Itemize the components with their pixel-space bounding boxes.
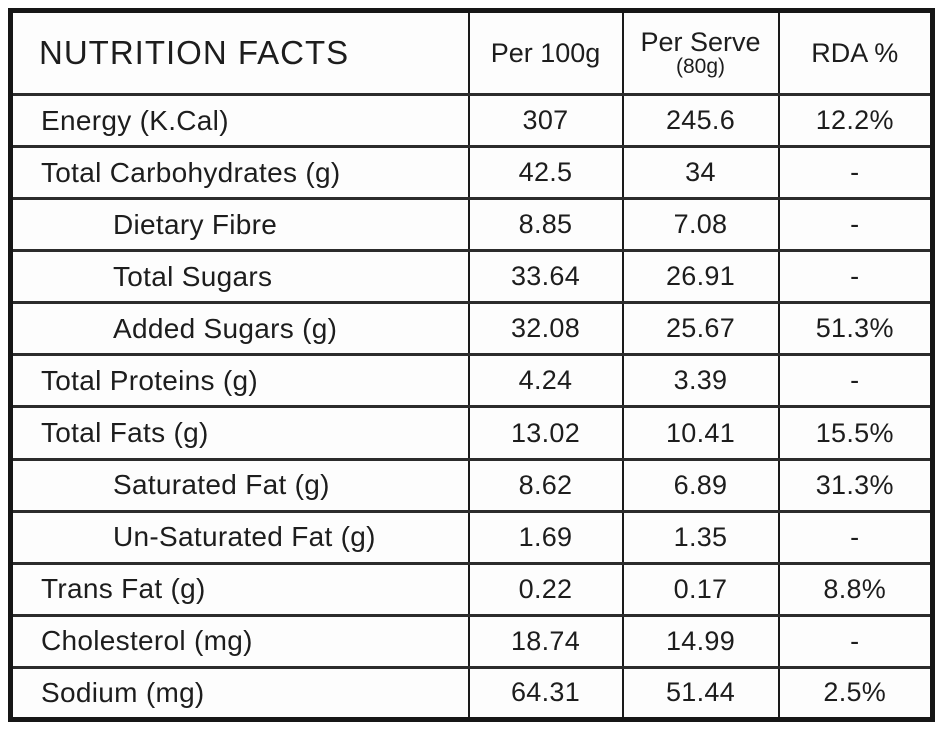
table-row: Sodium (mg) 64.31 51.44 2.5% [9, 665, 934, 722]
table-row: Total Proteins (g) 4.24 3.39- [9, 353, 934, 409]
value-rda-percent: 12.2% [777, 92, 934, 149]
value-per-100g: 13.02 [467, 405, 624, 461]
col-header-per-100g: Per 100g [467, 9, 624, 96]
value-rda-percent: 51.3% [777, 301, 934, 357]
nutrient-label: Dietary Fibre [9, 197, 470, 253]
value-rda-percent: - [777, 197, 934, 253]
value-per-100g: 42.5 [467, 145, 624, 201]
nutrient-label: Total Fats (g) [9, 405, 470, 461]
table-row: Energy (K.Cal) 307 245.6 12.2% [9, 92, 934, 149]
header-row: NUTRITION FACTS Per 100g Per Serve (80g)… [9, 9, 934, 96]
col-header-per-serve: Per Serve (80g) [621, 9, 780, 96]
table-row: Saturated Fat (g) 8.62 6.89 31.3% [9, 457, 934, 513]
table-row: Dietary Fibre 8.85 7.08- [9, 197, 934, 253]
value-per-serve: 25.67 [621, 301, 780, 357]
table-row: Added Sugars (g) 32.08 25.67 51.3% [9, 301, 934, 357]
value-per-100g: 64.31 [467, 665, 624, 722]
col-header-per-serve-label: Per Serve [640, 26, 761, 57]
value-rda-percent: 8.8% [777, 561, 934, 617]
nutrition-table-container: NUTRITION FACTS Per 100g Per Serve (80g)… [8, 8, 935, 722]
value-per-100g: 0.22 [467, 561, 624, 617]
col-header-per-100g-label: Per 100g [490, 37, 601, 68]
value-per-serve: 34 [621, 145, 780, 201]
nutrient-label: Energy (K.Cal) [9, 92, 470, 149]
value-per-100g: 307 [467, 92, 624, 149]
nutrient-label: Saturated Fat (g) [9, 457, 470, 513]
nutrient-label: Trans Fat (g) [9, 561, 470, 617]
value-rda-percent: - [777, 145, 934, 201]
value-per-serve: 26.91 [621, 249, 780, 305]
table-title: NUTRITION FACTS [9, 9, 470, 96]
nutrition-table: NUTRITION FACTS Per 100g Per Serve (80g)… [8, 8, 935, 722]
value-per-100g: 1.69 [467, 509, 624, 565]
value-per-100g: 33.64 [467, 249, 624, 305]
table-row: Un-Saturated Fat (g) 1.69 1.35- [9, 509, 934, 565]
value-per-100g: 18.74 [467, 613, 624, 669]
nutrient-label: Total Proteins (g) [9, 353, 470, 409]
value-per-serve: 7.08 [621, 197, 780, 253]
table-row: Total Carbohydrates (g) 42.5 34- [9, 145, 934, 201]
nutrient-label: Sodium (mg) [9, 665, 470, 722]
table-row: Trans Fat (g) 0.22 0.17 8.8% [9, 561, 934, 617]
col-header-rda: RDA % [777, 9, 934, 96]
value-per-serve: 0.17 [621, 561, 780, 617]
nutrient-label: Total Sugars [9, 249, 470, 305]
value-per-serve: 1.35 [621, 509, 780, 565]
value-per-serve: 10.41 [621, 405, 780, 461]
value-per-serve: 14.99 [621, 613, 780, 669]
value-per-serve: 6.89 [621, 457, 780, 513]
value-per-100g: 32.08 [467, 301, 624, 357]
value-per-serve: 3.39 [621, 353, 780, 409]
nutrient-label: Un-Saturated Fat (g) [9, 509, 470, 565]
table-row: Total Fats (g) 13.02 10.41 15.5% [9, 405, 934, 461]
value-per-serve: 51.44 [621, 665, 780, 722]
col-header-rda-label: RDA % [811, 37, 899, 68]
nutrient-label: Added Sugars (g) [9, 301, 470, 357]
nutrient-label: Cholesterol (mg) [9, 613, 470, 669]
value-rda-percent: 2.5% [777, 665, 934, 722]
value-per-100g: 8.85 [467, 197, 624, 253]
table-row: Cholesterol (mg) 18.74 14.99- [9, 613, 934, 669]
value-rda-percent: - [777, 509, 934, 565]
table-row: Total Sugars 33.64 26.91- [9, 249, 934, 305]
nutrient-label: Total Carbohydrates (g) [9, 145, 470, 201]
value-rda-percent: 31.3% [777, 457, 934, 513]
value-rda-percent: - [777, 353, 934, 409]
value-rda-percent: 15.5% [777, 405, 934, 461]
value-rda-percent: - [777, 249, 934, 305]
value-per-serve: 245.6 [621, 92, 780, 149]
value-per-100g: 4.24 [467, 353, 624, 409]
col-header-per-serve-sublabel: (80g) [675, 55, 726, 79]
table-body: Energy (K.Cal) 307 245.6 12.2% Total Carbohy… [9, 92, 934, 722]
value-per-100g: 8.62 [467, 457, 624, 513]
value-rda-percent: - [777, 613, 934, 669]
